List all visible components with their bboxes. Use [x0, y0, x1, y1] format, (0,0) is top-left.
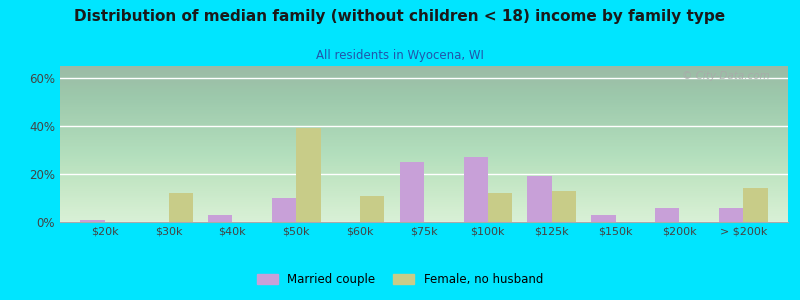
Bar — [527, 176, 552, 222]
Text: All residents in Wyocena, WI: All residents in Wyocena, WI — [316, 50, 484, 62]
Bar — [400, 162, 424, 222]
Bar — [296, 128, 321, 222]
Bar — [208, 215, 233, 222]
Bar — [591, 215, 615, 222]
Text: Distribution of median family (without children < 18) income by family type: Distribution of median family (without c… — [74, 9, 726, 24]
Bar — [81, 220, 105, 222]
Text: © City-Data.com: © City-Data.com — [682, 71, 770, 81]
Bar — [272, 198, 296, 222]
Legend: Married couple, Female, no husband: Married couple, Female, no husband — [252, 269, 548, 291]
Bar — [488, 193, 512, 222]
Bar — [743, 188, 767, 222]
Bar — [169, 193, 193, 222]
Bar — [719, 208, 743, 222]
Bar — [463, 157, 488, 222]
Bar — [360, 196, 385, 222]
Bar — [655, 208, 679, 222]
Bar — [552, 191, 576, 222]
